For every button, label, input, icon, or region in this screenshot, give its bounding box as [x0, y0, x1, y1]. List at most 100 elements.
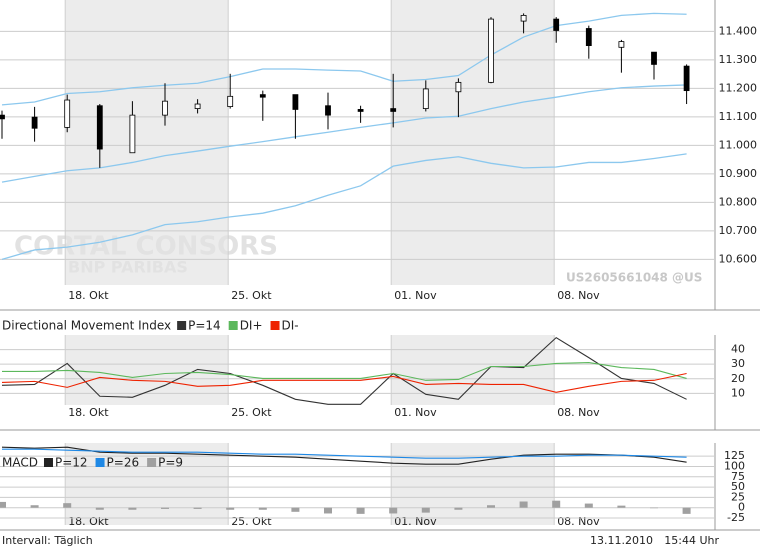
y-tick-label: 10.900: [719, 167, 758, 180]
candle-body: [0, 114, 5, 120]
candle-body: [455, 81, 462, 93]
histogram-bar: [95, 507, 104, 510]
histogram-bar: [682, 507, 691, 514]
histogram-bar: [63, 503, 72, 508]
series-line: [2, 362, 687, 381]
footer-interval: Intervall: Täglich: [2, 534, 93, 547]
x-tick-label: 25. Okt: [231, 289, 272, 302]
histogram-bar: [258, 507, 267, 510]
candle-body: [422, 88, 429, 109]
footer-date: 13.11.2010: [590, 534, 653, 547]
histogram-bar: [324, 507, 332, 514]
histogram-bar: [617, 505, 626, 508]
candle-body: [194, 103, 201, 109]
histogram-bar: [193, 507, 202, 509]
week-shading: [391, 0, 555, 285]
bollinger-band: [1, 84, 687, 183]
candle-body: [585, 28, 592, 47]
series-line: [1, 372, 687, 393]
candle-body: [553, 18, 560, 31]
legend-swatch: [95, 458, 105, 467]
y-tick-label: 11.200: [719, 81, 758, 94]
legend-swatch: [43, 458, 53, 467]
x-tick-label: 18. Okt: [68, 515, 109, 528]
candle-body: [259, 94, 266, 98]
x-tick-label: 08. Nov: [557, 289, 600, 302]
y-tick-label: 11.100: [719, 110, 758, 123]
histogram-bar: [128, 507, 137, 510]
candle-body: [292, 94, 299, 110]
y-tick-label: 10.800: [719, 195, 758, 208]
x-tick-label: 08. Nov: [557, 406, 600, 419]
histogram-bar: [650, 507, 658, 509]
histogram-bar: [584, 503, 593, 508]
legend-label: P=26: [107, 456, 140, 470]
candle-body: [390, 108, 397, 112]
x-tick-label: 18. Okt: [68, 406, 109, 419]
histogram-bar: [30, 505, 39, 508]
candle-body: [683, 65, 690, 92]
watermark-brand: CORTAL CONSORS: [14, 232, 278, 262]
panel-title: MACD: [2, 456, 38, 470]
candle-body: [227, 95, 234, 107]
candle-body: [357, 109, 364, 112]
histogram-bar: [552, 500, 561, 508]
y-tick-label: 11.000: [719, 138, 758, 151]
legend-label: P=14: [188, 319, 221, 333]
y-tick-label: 75: [731, 470, 745, 483]
candle-body: [129, 114, 136, 154]
y-tick-label: 25: [731, 490, 745, 503]
x-tick-label: 18. Okt: [68, 289, 109, 302]
histogram-bar: [454, 507, 463, 510]
histogram-bar: [421, 507, 430, 513]
histogram-bar: [487, 505, 495, 508]
legend-label: P=12: [55, 456, 88, 470]
x-tick-label: 25. Okt: [231, 406, 272, 419]
week-shading: [65, 443, 229, 525]
y-tick-label: 10.700: [719, 224, 758, 237]
bollinger-band: [1, 12, 687, 106]
y-tick-label: -25: [727, 511, 745, 524]
histogram-bar: [0, 501, 6, 508]
histogram-bar: [291, 507, 300, 512]
y-tick-label: 20: [731, 372, 745, 385]
series-line: [1, 446, 687, 465]
candle-body: [618, 41, 625, 48]
candle-body: [64, 99, 71, 128]
watermark-id: US2605661048 @US: [566, 271, 702, 285]
x-tick-label: 01. Nov: [394, 289, 437, 302]
candle-body: [96, 105, 103, 150]
series-line: [2, 448, 687, 459]
y-tick-label: 40: [731, 343, 745, 356]
legend-label: DI+: [240, 319, 263, 333]
candle-body: [488, 18, 494, 83]
y-tick-label: 30: [731, 357, 745, 370]
histogram-bar: [519, 501, 528, 508]
x-tick-label: 25. Okt: [231, 515, 272, 528]
week-shading: [65, 0, 229, 285]
y-tick-label: 100: [724, 459, 745, 472]
histogram-bar: [161, 507, 169, 509]
panel-title: Directional Movement Index: [2, 319, 171, 333]
legend-label: DI-: [282, 319, 299, 333]
bollinger-band: [1, 153, 687, 260]
histogram-bar: [356, 507, 365, 514]
histogram-bar: [226, 507, 235, 510]
legend-swatch: [228, 321, 238, 330]
y-tick-label: 10: [731, 386, 745, 399]
candle-body: [651, 51, 657, 65]
legend-swatch: [270, 321, 280, 330]
x-tick-label: 08. Nov: [557, 515, 600, 528]
legend-swatch: [177, 321, 187, 330]
candle-body: [325, 105, 331, 116]
legend-swatch: [147, 458, 157, 467]
y-tick-label: 11.400: [719, 24, 758, 37]
histogram-bar: [389, 507, 398, 514]
series-line: [1, 336, 687, 405]
y-tick-label: 0: [738, 501, 745, 514]
candle-body: [520, 14, 527, 22]
week-shading: [391, 335, 555, 405]
candle-body: [162, 100, 168, 116]
candle-body: [31, 116, 38, 129]
